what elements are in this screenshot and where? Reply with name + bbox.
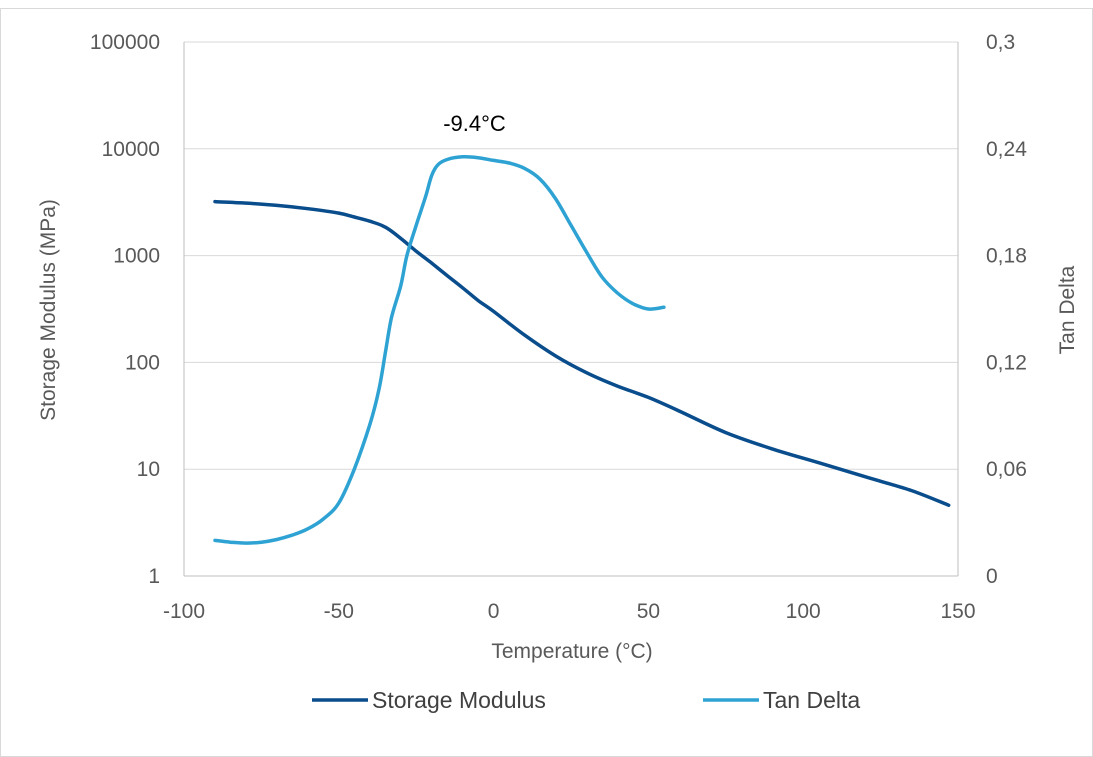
- y-right-axis-title: Tan Delta: [1056, 265, 1079, 354]
- x-tick-label: -50: [324, 600, 354, 623]
- x-tick-label: 50: [637, 600, 660, 623]
- y-right-tick-label: 0,18: [986, 245, 1027, 268]
- y-left-tick-labels: 1 10 100 1000 10000 100000: [90, 31, 160, 588]
- legend: Storage Modulus Tan Delta: [312, 687, 860, 713]
- y-left-tick-label: 1000: [113, 245, 160, 268]
- legend-label-storage-modulus: Storage Modulus: [372, 687, 546, 713]
- y-right-tick-label: 0,12: [986, 351, 1027, 374]
- y-left-tick-label: 1: [148, 565, 160, 588]
- x-axis-title: Temperature (°C): [491, 640, 652, 663]
- axes: [183, 42, 959, 577]
- x-tick-label: 0: [488, 600, 500, 623]
- tan-delta-line: [213, 154, 666, 545]
- storage-modulus-line: [213, 199, 951, 507]
- x-tick-label: 150: [940, 600, 975, 623]
- y-left-tick-label: 10: [137, 458, 160, 481]
- y-right-tick-label: 0,06: [986, 458, 1027, 481]
- annotations: -9.4°C: [443, 111, 506, 136]
- chart-frame: [0, 8, 1093, 757]
- x-tick-label: 100: [786, 600, 821, 623]
- y-left-axis-title: Storage Modulus (MPa): [37, 199, 60, 421]
- gridlines: [184, 41, 958, 470]
- legend-label-tan-delta: Tan Delta: [763, 687, 860, 713]
- y-right-tick-label: 0,3: [986, 31, 1015, 54]
- peak-annotation: -9.4°C: [443, 111, 506, 136]
- y-left-tick-label: 10000: [102, 138, 160, 161]
- y-left-tick-label: 100000: [90, 31, 160, 54]
- y-right-tick-labels: 0 0,06 0,12 0,18 0,24 0,3: [986, 31, 1027, 588]
- x-tick-label: -100: [163, 600, 205, 623]
- y-right-tick-label: 0,24: [986, 138, 1027, 161]
- y-right-tick-label: 0: [986, 565, 998, 588]
- y-left-tick-label: 100: [125, 351, 160, 374]
- x-tick-labels: -100 -50 0 50 100 150: [163, 600, 976, 623]
- series-lines: [213, 154, 951, 545]
